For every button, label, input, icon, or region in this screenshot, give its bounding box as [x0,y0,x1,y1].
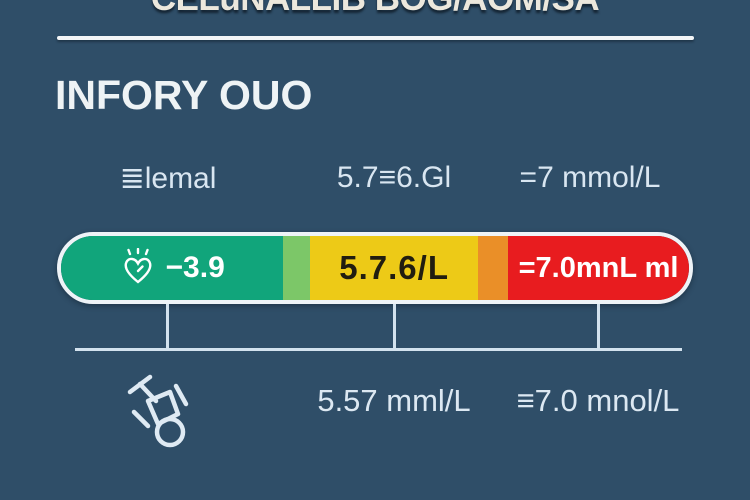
axis-tick-high [597,304,600,350]
range-gauge-segments: −3.9 5.7.6/L =7.0mnL ml [61,236,689,300]
section-heading: INFORY OUO [55,72,313,118]
footer-value-high: ≡7.0 mnol/L [516,383,680,418]
segment-normal: 5.7.6/L [310,236,478,300]
axis-tick-normal [393,304,396,350]
syringe-icon [120,368,200,450]
segment-high-value: =7.0mnL ml [518,251,679,284]
segment-low-transition [283,236,311,300]
page-title: CELuNALLIB BOG/AOM/SA [0,0,750,16]
range-gauge-bar: −3.9 5.7.6/L =7.0mnL ml [57,232,693,304]
heart-icon [120,248,156,288]
segment-normal-value: 5.7.6/L [339,249,449,286]
column-label-low: ≣lemal [119,162,217,195]
column-label-high: =7 mmol/L [519,161,661,194]
axis-baseline [75,348,682,351]
segment-high-transition [477,236,509,300]
footer-value-mid: 5.57 mml/L [317,383,471,418]
segment-low-value: −3.9 [165,251,225,284]
segment-low: −3.9 [61,236,284,300]
title-divider [57,36,694,40]
segment-high: =7.0mnL ml [508,236,689,300]
axis-tick-low [166,304,169,350]
column-label-normal: 5.7≡6.Gl [336,161,452,194]
